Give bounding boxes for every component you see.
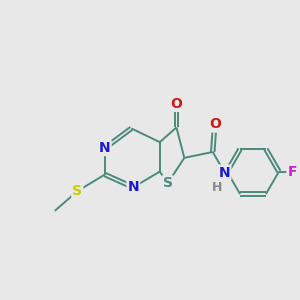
Text: N: N <box>128 180 139 194</box>
Text: N: N <box>219 166 230 180</box>
Text: F: F <box>287 165 297 178</box>
Text: S: S <box>72 184 82 198</box>
Text: S: S <box>163 176 172 190</box>
Text: O: O <box>170 97 182 111</box>
Text: O: O <box>209 118 221 131</box>
Text: N: N <box>99 141 111 155</box>
Text: H: H <box>212 181 222 194</box>
